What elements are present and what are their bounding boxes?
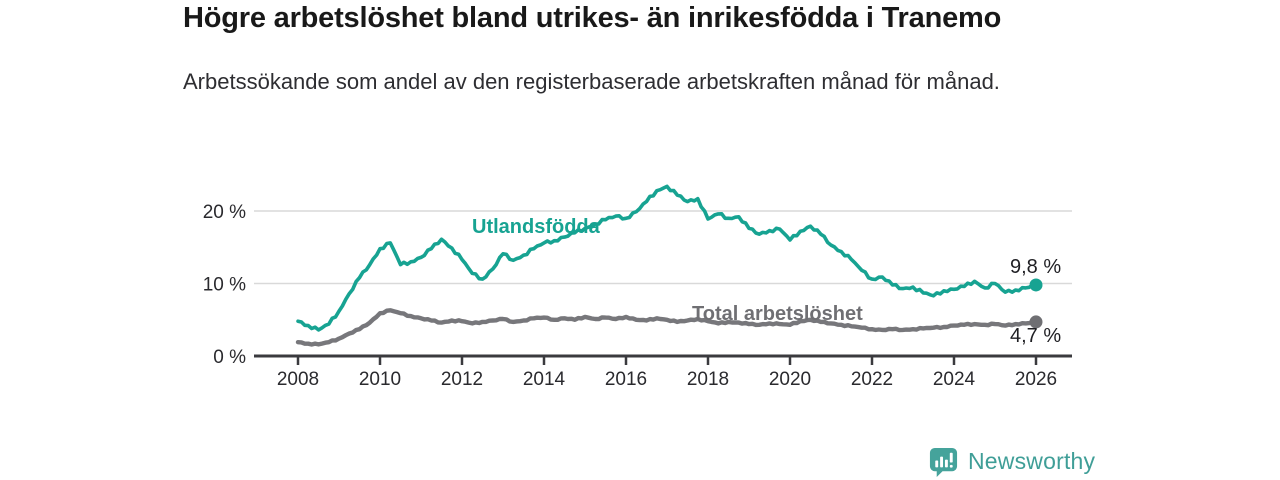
x-tick-label: 2014	[523, 369, 566, 390]
chart-subtitle: Arbetssökande som andel av den registerb…	[183, 69, 1000, 94]
x-tick-label: 2020	[769, 369, 811, 390]
x-tick-label: 2026	[1015, 369, 1057, 390]
x-tick-label: 2016	[605, 369, 647, 390]
series-end-dot-utlandsfodda	[1029, 278, 1043, 292]
y-tick-label: 20 %	[203, 202, 246, 223]
y-tick-label: 0 %	[213, 347, 246, 368]
x-tick-label: 2010	[359, 369, 401, 390]
x-tick-label: 2012	[441, 369, 483, 390]
bar-chart-speech-bubble-icon	[929, 447, 958, 477]
end-value-label-utlandsfodda: 9,8 %	[1010, 255, 1062, 278]
brand-name: Newsworthy	[968, 448, 1096, 474]
x-tick-label: 2018	[687, 369, 729, 390]
series-label-total-arbetsloshet: Total arbetslöshet	[692, 303, 863, 325]
x-tick-label: 2008	[277, 369, 319, 390]
brand-logo[interactable]: Newsworthy	[928, 446, 1095, 477]
x-tick-label: 2024	[933, 369, 976, 390]
series-line-utlandsfodda	[296, 184, 1038, 332]
series-end-dot-total-arbetsloshet	[1029, 315, 1043, 329]
end-value-label-total: 4,7 %	[1010, 324, 1062, 347]
series-line-total-arbetsloshet	[295, 308, 1039, 347]
series-label-utlandsfodda: Utlandsfödda	[472, 216, 600, 238]
y-tick-label: 10 %	[203, 275, 246, 296]
x-tick-label: 2022	[851, 369, 893, 390]
chart-title: Högre arbetslöshet bland utrikes- än inr…	[183, 2, 1002, 34]
